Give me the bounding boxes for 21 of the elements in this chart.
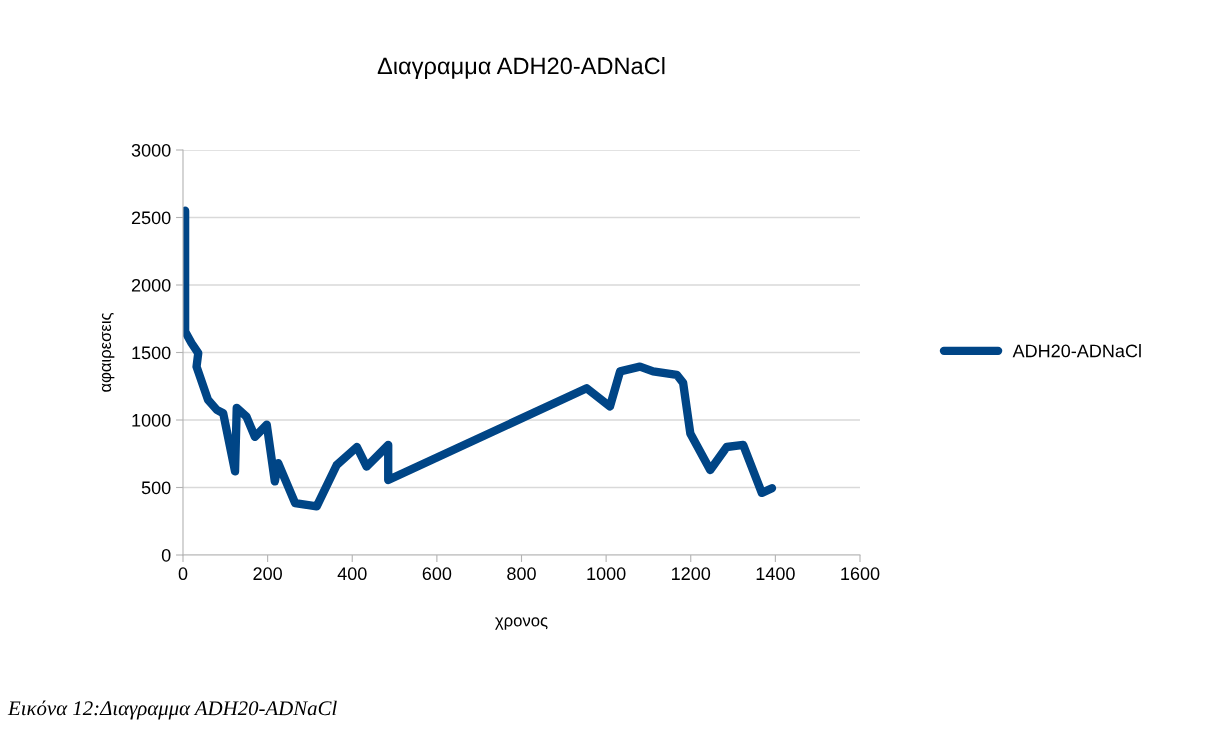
y-tick-label: 0 — [161, 548, 171, 562]
x-tick-label: 400 — [337, 567, 367, 581]
x-tick-label: 1400 — [756, 567, 795, 581]
x-tick-label: 1600 — [841, 567, 880, 581]
x-axis-title: χρονος — [495, 617, 548, 630]
y-axis-title: αφαιρεσεις — [101, 312, 115, 392]
y-tick-label: 1000 — [132, 413, 171, 427]
y-tick-label: 1500 — [132, 346, 171, 360]
x-tick-label: 1000 — [587, 567, 626, 581]
chart-title: Διαγραμμα ADH20-ADNaCl — [377, 57, 665, 79]
text: Εικόνα 12:Διαγραμμα ADH20-ADNaCl — [7, 700, 337, 720]
y-tick-label: 500 — [141, 481, 171, 495]
legend-label: ADH20-ADNaCl — [1012, 344, 1141, 358]
x-tick-label: 200 — [253, 567, 282, 581]
x-tick-label: 1200 — [672, 567, 711, 581]
y-tick-label: 3000 — [131, 143, 171, 157]
y-tick-label: 2500 — [131, 211, 171, 225]
x-tick-label: 800 — [507, 567, 536, 581]
x-tick-label: 0 — [178, 567, 188, 581]
y-tick-label: 2000 — [131, 278, 171, 292]
x-tick-label: 600 — [422, 567, 452, 581]
